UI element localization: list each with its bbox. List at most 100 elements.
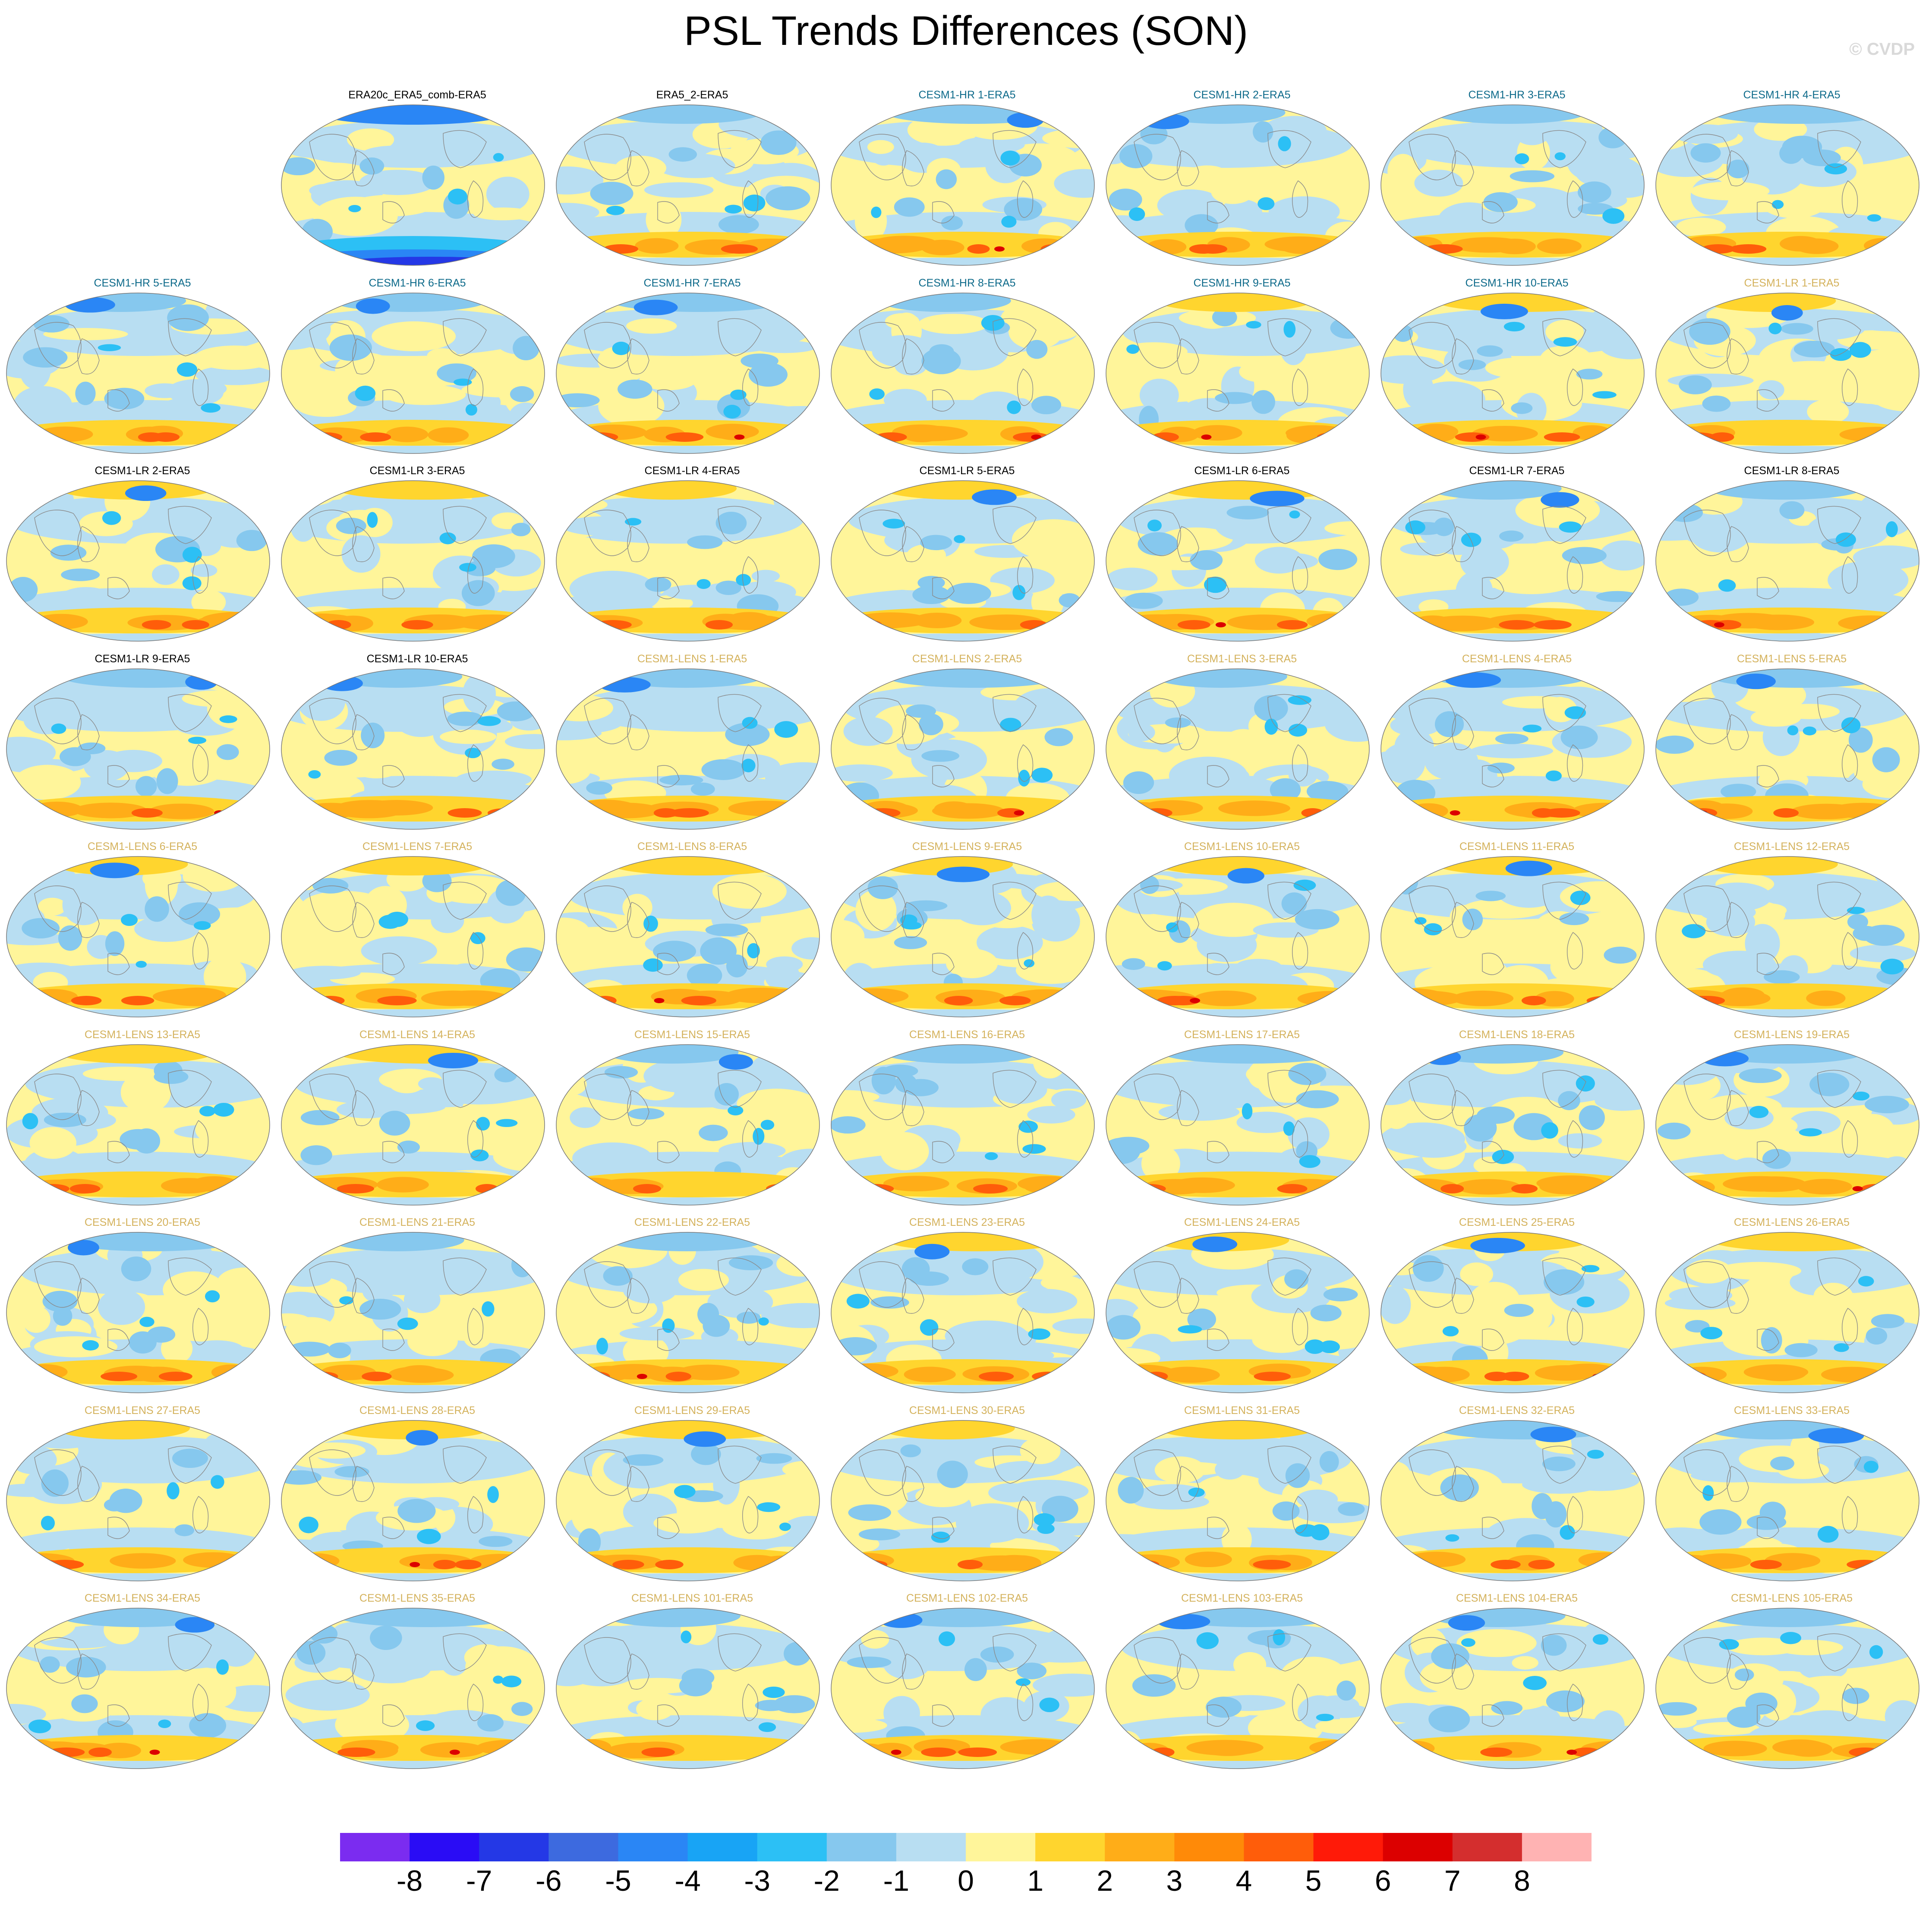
panel-title: CESM1-LENS 26-ERA5 [1733, 1216, 1850, 1228]
contour-field [1656, 1044, 1919, 1205]
global-map [1380, 480, 1645, 642]
map-panel: CESM1-LENS 104-ERA5 [1379, 1592, 1655, 1782]
contour-field [831, 856, 1094, 1017]
contour-field [6, 1232, 270, 1393]
contour-field [831, 293, 1094, 453]
panel-title: ERA20c_ERA5_comb-ERA5 [348, 89, 486, 101]
map-panel: CESM1-LENS 16-ERA5 [829, 1028, 1105, 1218]
contour-field [6, 856, 270, 1017]
panel-title: CESM1-LENS 9-ERA5 [912, 841, 1022, 853]
panel-title: CESM1-LENS 105-ERA5 [1730, 1592, 1853, 1604]
colorbar-tick-label: -2 [814, 1864, 840, 1897]
map-panel: CESM1-HR 8-ERA5 [829, 277, 1105, 466]
map-panel: CESM1-LENS 14-ERA5 [279, 1028, 555, 1218]
contour-field [831, 668, 1094, 829]
panel-title: CESM1-LENS 16-ERA5 [909, 1028, 1025, 1041]
global-map [1106, 480, 1370, 642]
map-panel: CESM1-HR 4-ERA5 [1654, 88, 1930, 278]
global-map [1106, 856, 1370, 1017]
global-map [1655, 1232, 1919, 1393]
panel-title: CESM1-LENS 104-ERA5 [1456, 1592, 1578, 1604]
map-panel: CESM1-HR 6-ERA5 [279, 277, 555, 466]
contour-field [1106, 293, 1369, 453]
map-panel: CESM1-LENS 1-ERA5 [554, 652, 830, 842]
map-panel: CESM1-LENS 24-ERA5 [1104, 1216, 1380, 1406]
contour-field [1106, 856, 1369, 1017]
panel-title: CESM1-LENS 33-ERA5 [1733, 1404, 1850, 1417]
panel-title: CESM1-LENS 14-ERA5 [359, 1028, 476, 1041]
panel-title: CESM1-LR 9-ERA5 [95, 652, 190, 665]
panel-title: CESM1-LR 10-ERA5 [366, 652, 468, 665]
panel-title: CESM1-HR 9-ERA5 [1193, 277, 1291, 289]
global-map [1106, 668, 1370, 830]
colorbar-swatch [479, 1833, 549, 1861]
colorbar-tick-label: -6 [536, 1864, 561, 1897]
map-panel: CESM1-LENS 19-ERA5 [1654, 1028, 1930, 1218]
map-panel: CESM1-LENS 2-ERA5 [829, 652, 1105, 842]
global-map [281, 480, 545, 642]
map-panel: CESM1-LENS 27-ERA5 [4, 1404, 281, 1594]
colorbar-swatch [340, 1833, 410, 1861]
panel-title: CESM1-HR 4-ERA5 [1743, 89, 1841, 101]
panel-title: CESM1-LENS 19-ERA5 [1733, 1028, 1850, 1041]
global-map [831, 668, 1095, 830]
global-map [831, 1044, 1095, 1206]
colorbar-tick-label: -8 [397, 1864, 422, 1897]
map-panel: CESM1-LENS 6-ERA5 [4, 840, 281, 1030]
panel-title: CESM1-LR 6-ERA5 [1194, 465, 1290, 477]
panel-title: CESM1-HR 10-ERA5 [1465, 277, 1569, 289]
map-panel: CESM1-LR 3-ERA5 [279, 464, 555, 654]
colorbar-swatch [687, 1833, 758, 1861]
map-panel: CESM1-LENS 28-ERA5 [279, 1404, 555, 1594]
colorbar-tick-label: 0 [958, 1864, 974, 1897]
panel-title: CESM1-LENS 12-ERA5 [1733, 841, 1850, 853]
global-map [1106, 1232, 1370, 1393]
colorbar-swatch [826, 1833, 897, 1861]
colorbar-swatch [1174, 1833, 1244, 1861]
global-map [1380, 1420, 1645, 1581]
panel-title: CESM1-LENS 32-ERA5 [1459, 1404, 1575, 1417]
contour-field [1106, 1420, 1369, 1581]
contour-field [556, 1420, 819, 1581]
map-panel: CESM1-LENS 31-ERA5 [1104, 1404, 1380, 1594]
global-map [1655, 480, 1919, 642]
contour-field [556, 481, 819, 641]
contour-field [831, 105, 1094, 265]
map-panel: CESM1-LENS 29-ERA5 [554, 1404, 830, 1594]
global-map [1655, 668, 1919, 830]
map-panel: CESM1-LENS 103-ERA5 [1104, 1592, 1380, 1782]
map-panel: ERA20c_ERA5_comb-ERA5 [279, 88, 555, 278]
global-map [1655, 292, 1919, 454]
panel-title: CESM1-LENS 103-ERA5 [1181, 1592, 1303, 1604]
contour-field [1656, 1420, 1919, 1581]
global-map [1655, 1608, 1919, 1769]
contour-field [281, 856, 545, 1017]
contour-field [1656, 856, 1919, 1017]
panel-title: CESM1-LR 5-ERA5 [919, 465, 1015, 477]
global-map [281, 1420, 545, 1581]
panel-title: CESM1-LENS 31-ERA5 [1184, 1404, 1300, 1417]
colorbar-tick-label: 4 [1236, 1864, 1252, 1897]
contour-field [1106, 668, 1369, 829]
global-map [556, 1232, 820, 1393]
colorbar-tick-label: -1 [883, 1864, 909, 1897]
colorbar-tick-label: 7 [1444, 1864, 1461, 1897]
global-map [6, 1232, 270, 1393]
contour-field [556, 293, 819, 453]
global-map [831, 1232, 1095, 1393]
panel-title: CESM1-LENS 24-ERA5 [1184, 1216, 1300, 1228]
global-map [556, 1608, 820, 1769]
map-panel: CESM1-LENS 21-ERA5 [279, 1216, 555, 1406]
colorbar-swatch [1035, 1833, 1105, 1861]
global-map [6, 668, 270, 830]
panel-title: CESM1-LENS 102-ERA5 [906, 1592, 1028, 1604]
map-panel: CESM1-HR 3-ERA5 [1379, 88, 1655, 278]
contour-field [1656, 668, 1919, 829]
panel-title: CESM1-LENS 22-ERA5 [634, 1216, 750, 1228]
contour-field [1381, 1232, 1644, 1393]
global-map [1380, 1232, 1645, 1393]
colorbar-swatch [896, 1833, 966, 1861]
contour-field [6, 481, 270, 641]
panel-title: CESM1-LENS 13-ERA5 [84, 1028, 201, 1041]
colorbar-tick-label: 2 [1097, 1864, 1113, 1897]
